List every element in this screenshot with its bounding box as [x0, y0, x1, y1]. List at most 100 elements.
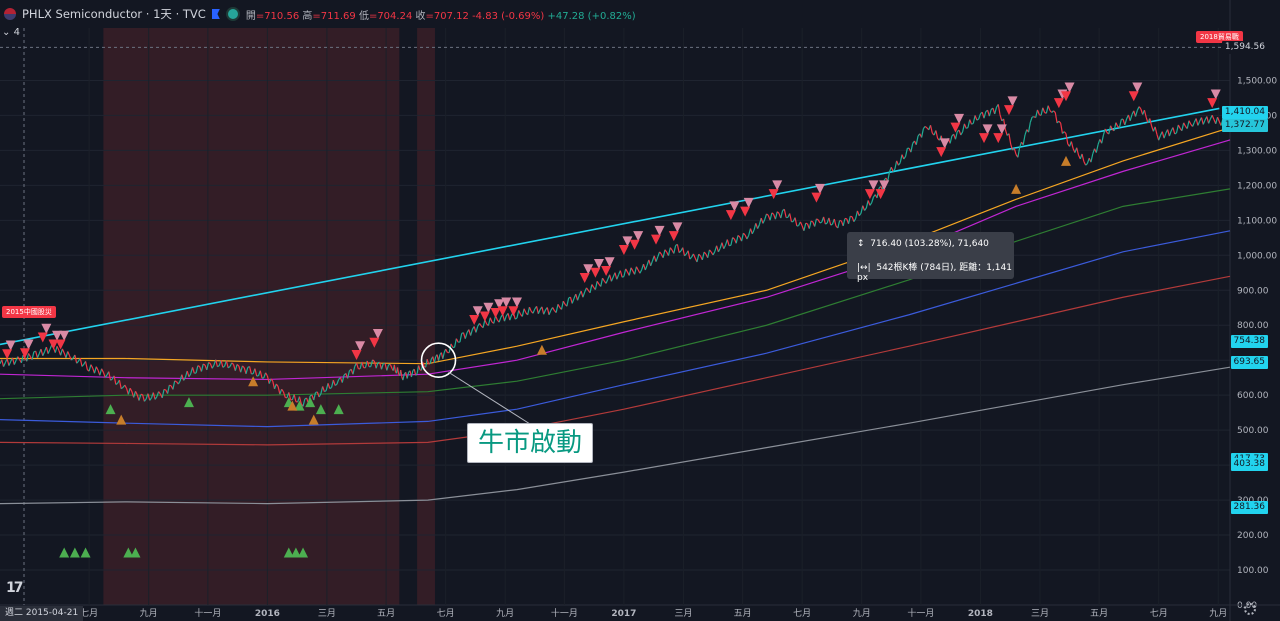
price-segment — [1042, 107, 1046, 113]
price-segment — [776, 211, 780, 214]
bull-start-annotation[interactable]: 牛市啟動 — [467, 423, 593, 463]
price-segment — [692, 253, 696, 259]
price-segment — [313, 392, 317, 401]
price-segment — [904, 148, 908, 157]
price-segment — [127, 388, 131, 395]
sell-signal-marker-small — [601, 266, 612, 277]
sell-signal-marker-small — [875, 189, 886, 200]
price-segment — [771, 212, 775, 215]
price-segment — [648, 259, 652, 266]
price-segment — [1197, 120, 1201, 126]
price-segment — [1115, 122, 1119, 127]
price-segment — [320, 386, 324, 395]
ma-line-0 — [0, 127, 1231, 365]
sell-signal-marker-small — [950, 122, 961, 133]
price-segment — [557, 304, 561, 308]
price-segment — [240, 365, 244, 373]
price-segment — [1183, 122, 1186, 127]
price-segment — [523, 308, 527, 314]
price-segment — [402, 373, 405, 381]
price-segment — [969, 119, 973, 125]
y-tick-label: 1,200.00 — [1237, 181, 1277, 191]
sell-signal-marker — [939, 138, 950, 149]
sell-signal-marker-small — [936, 147, 947, 158]
price-segment — [118, 379, 122, 389]
price-segment — [102, 372, 106, 378]
bottom-signal-marker — [80, 547, 91, 558]
price-segment — [1076, 147, 1080, 156]
price-segment — [54, 346, 58, 353]
price-segment — [268, 378, 272, 384]
price-segment — [983, 111, 987, 119]
price-segment — [853, 218, 857, 222]
price-segment — [88, 364, 92, 372]
warning-signal-marker — [287, 400, 298, 411]
price-segment — [273, 383, 277, 390]
price-segment — [833, 218, 837, 227]
price-segment — [758, 217, 762, 225]
price-segment — [489, 317, 493, 323]
sell-signal-marker — [472, 306, 483, 317]
price-segment — [229, 362, 233, 367]
price-segment — [521, 308, 525, 317]
price-segment — [974, 115, 978, 121]
price-segment — [410, 370, 414, 378]
x-tick-label: 2018 — [968, 609, 993, 619]
price-segment — [963, 123, 967, 129]
sell-signal-marker-small — [979, 133, 989, 144]
price-segment — [1202, 119, 1206, 125]
symbol-title[interactable]: PHLX Semiconductor · 1天 · TVC — [22, 7, 206, 21]
x-tick-label: 九月 — [1209, 608, 1227, 619]
price-segment — [726, 239, 730, 246]
flag-icon[interactable] — [211, 9, 220, 19]
price-segment — [275, 383, 279, 387]
price-segment — [625, 268, 628, 273]
bear-shade-1 — [417, 28, 435, 605]
sell-signal-marker — [622, 236, 633, 247]
price-segment — [179, 374, 183, 382]
price-segment — [514, 317, 518, 320]
annotation-leader-line — [448, 371, 531, 425]
price-segment — [332, 379, 336, 386]
x-tick-label: 三月 — [674, 608, 692, 619]
price-segment — [532, 308, 536, 314]
price-segment — [507, 313, 511, 321]
price-segment — [1090, 153, 1094, 163]
price-segment — [400, 369, 403, 377]
indicator-collapse-toggle[interactable]: ⌄ 4 — [2, 27, 20, 38]
settings-gear-icon[interactable] — [1244, 603, 1256, 615]
price-segment — [245, 367, 249, 374]
price-segment — [635, 266, 639, 271]
price-segment — [1040, 107, 1044, 116]
sell-signal-marker — [511, 297, 522, 308]
price-segment — [1175, 124, 1179, 134]
sell-signal-marker-small — [508, 306, 519, 317]
y-tick-label: 600.00 — [1237, 391, 1269, 401]
price-segment — [177, 380, 181, 385]
sell-signal-marker-small — [19, 348, 30, 359]
price-segment — [614, 272, 618, 280]
price-segment — [270, 378, 274, 382]
price-segment — [298, 396, 302, 405]
price-segment — [183, 377, 186, 381]
price-segment — [425, 359, 428, 368]
price-segment — [1036, 109, 1040, 115]
sell-signal-marker-small — [37, 332, 48, 343]
sell-signal-marker — [654, 225, 665, 236]
price-segment — [630, 267, 634, 272]
price-segment — [113, 375, 117, 385]
price-segment — [1, 359, 5, 367]
warning-signal-marker — [308, 414, 319, 425]
price-segment — [76, 360, 79, 364]
price-segment — [498, 316, 502, 323]
price-segment — [386, 364, 390, 371]
price-segment — [867, 200, 871, 206]
price-segment — [1168, 130, 1172, 137]
tradingview-logo[interactable]: 17 — [6, 580, 24, 596]
price-segment — [272, 381, 276, 390]
price-segment — [1174, 132, 1177, 135]
price-segment — [610, 276, 614, 282]
ma-line-4 — [0, 275, 1231, 446]
